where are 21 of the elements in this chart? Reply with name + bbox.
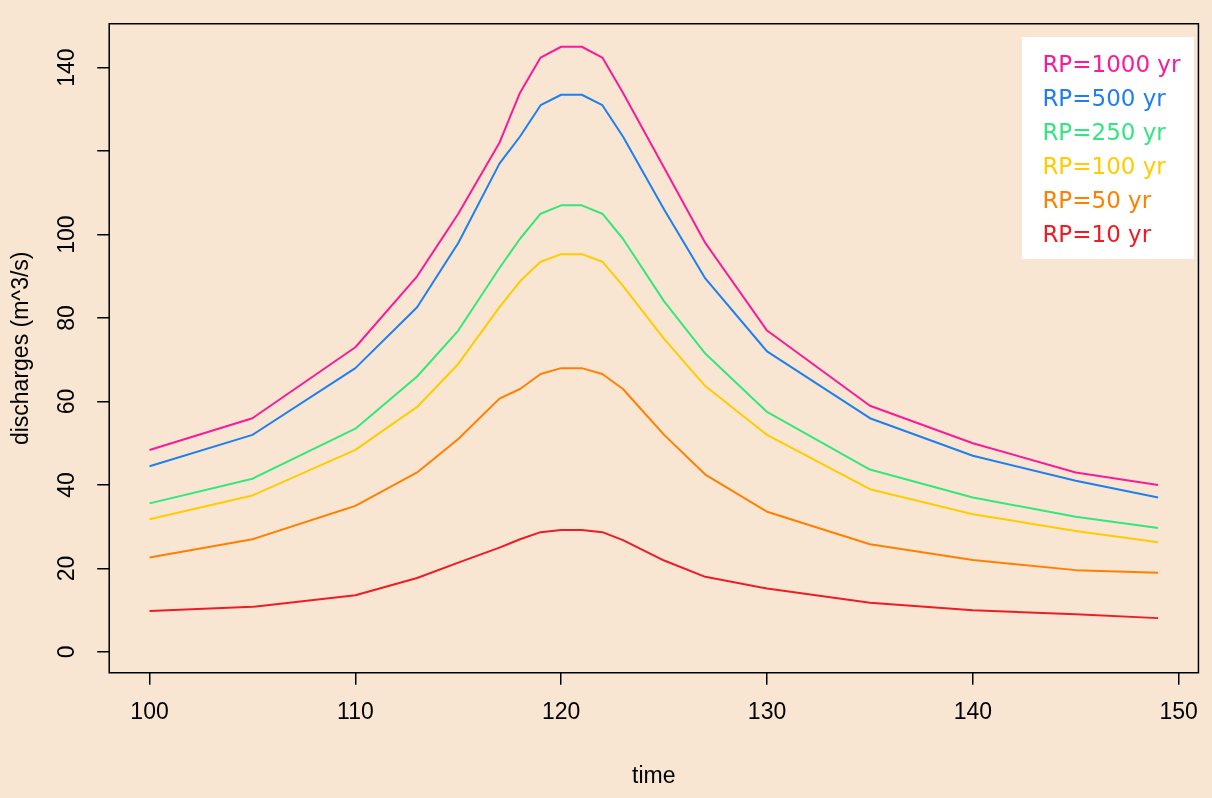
- text: RP=50 yr: [1042, 185, 1153, 215]
- text: RP=500 yr: [1042, 83, 1167, 113]
- text: RP=250 yr: [1042, 117, 1167, 147]
- y-tick-label: 20: [53, 555, 80, 582]
- text: RP=100 yr: [1042, 151, 1167, 181]
- y-tick-label: 60: [53, 388, 80, 415]
- text: RP=1000 yr: [1042, 49, 1181, 79]
- x-tick-label: 130: [747, 697, 787, 724]
- y-tick-label: 100: [53, 215, 80, 254]
- y-tick-label: 40: [53, 472, 80, 498]
- x-tick-label: 100: [130, 697, 169, 724]
- x-tick-label: 120: [542, 697, 581, 724]
- y-tick-label: 140: [53, 48, 80, 87]
- x-tick-label: 110: [337, 697, 374, 724]
- y-axis-title: discharges (m^3/s): [7, 251, 34, 446]
- text: RP=10 yr: [1042, 219, 1153, 249]
- y-tick-label: 0: [53, 645, 80, 659]
- x-tick-label: 150: [1159, 697, 1198, 724]
- y-tick-label: 80: [53, 305, 80, 331]
- x-tick-label: 140: [953, 697, 993, 724]
- x-axis-title: time: [632, 761, 676, 788]
